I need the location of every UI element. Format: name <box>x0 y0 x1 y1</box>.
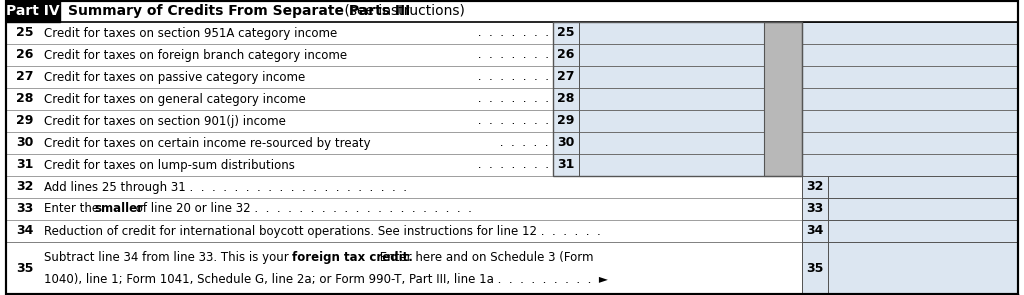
Bar <box>553 22 579 44</box>
Bar <box>828 242 1018 294</box>
Text: of line 20 or line 32 .  .  .  .  .  .  .  .  .  .  .  .  .  .  .  .  .  .  .  .: of line 20 or line 32 . . . . . . . . . … <box>132 202 472 216</box>
Bar <box>579 110 764 132</box>
Bar <box>802 154 1018 176</box>
Text: 27: 27 <box>557 71 574 83</box>
Bar <box>764 22 802 176</box>
Text: .  .  .  .  .  .  .: . . . . . . . <box>474 48 549 61</box>
Text: 34: 34 <box>16 224 34 237</box>
Text: 29: 29 <box>16 114 34 127</box>
Bar <box>553 66 579 88</box>
Text: Credit for taxes on general category income: Credit for taxes on general category inc… <box>44 93 306 106</box>
Text: Credit for taxes on section 951A category income: Credit for taxes on section 951A categor… <box>44 27 337 40</box>
Bar <box>802 132 1018 154</box>
Bar <box>802 242 828 294</box>
Text: 28: 28 <box>16 93 34 106</box>
Bar <box>553 110 579 132</box>
Text: 30: 30 <box>16 137 34 150</box>
Text: Credit for taxes on passive category income: Credit for taxes on passive category inc… <box>44 71 305 83</box>
Text: 35: 35 <box>16 261 34 275</box>
Bar <box>802 220 828 242</box>
Text: Credit for taxes on foreign branch category income: Credit for taxes on foreign branch categ… <box>44 48 347 61</box>
Bar <box>802 176 828 198</box>
Text: 25: 25 <box>557 27 574 40</box>
Text: Credit for taxes on certain income re-sourced by treaty: Credit for taxes on certain income re-so… <box>44 137 371 150</box>
Text: 26: 26 <box>557 48 574 61</box>
Bar <box>553 44 579 66</box>
Bar <box>579 22 764 44</box>
Text: .  .  .  .  .  .  .: . . . . . . . <box>474 27 549 40</box>
Bar <box>579 154 764 176</box>
Bar <box>553 132 579 154</box>
Bar <box>579 44 764 66</box>
Bar <box>579 132 764 154</box>
Text: 32: 32 <box>16 181 34 194</box>
Bar <box>553 88 579 110</box>
Bar <box>802 22 1018 44</box>
Bar <box>553 22 802 176</box>
Text: .  .  .  .  .  .  .: . . . . . . . <box>474 93 549 106</box>
Text: .  .  .  .  .  .  .: . . . . . . . <box>474 158 549 171</box>
Bar <box>553 154 579 176</box>
Text: Add lines 25 through 31 .  .  .  .  .  .  .  .  .  .  .  .  .  .  .  .  .  .  . : Add lines 25 through 31 . . . . . . . . … <box>44 181 407 194</box>
Text: 25: 25 <box>16 27 34 40</box>
Text: 33: 33 <box>806 202 823 216</box>
Bar <box>802 198 828 220</box>
Text: 27: 27 <box>16 71 34 83</box>
Text: 34: 34 <box>806 224 823 237</box>
Bar <box>802 110 1018 132</box>
Text: 31: 31 <box>16 158 34 171</box>
Text: Credit for taxes on lump-sum distributions: Credit for taxes on lump-sum distributio… <box>44 158 295 171</box>
Text: .  .  .  .  .  .  .: . . . . . . . <box>474 114 549 127</box>
Text: 1040), line 1; Form 1041, Schedule G, line 2a; or Form 990-T, Part III, line 1a : 1040), line 1; Form 1041, Schedule G, li… <box>44 273 608 286</box>
Text: 26: 26 <box>16 48 34 61</box>
Text: foreign tax credit.: foreign tax credit. <box>292 251 413 264</box>
Bar <box>802 44 1018 66</box>
Text: 33: 33 <box>16 202 33 216</box>
Text: (see instructions): (see instructions) <box>340 4 465 18</box>
Text: 31: 31 <box>557 158 574 171</box>
Bar <box>579 88 764 110</box>
Text: Part IV: Part IV <box>6 4 59 18</box>
Text: 35: 35 <box>806 261 823 275</box>
Text: 28: 28 <box>557 93 574 106</box>
Text: 32: 32 <box>806 181 823 194</box>
Bar <box>579 66 764 88</box>
Bar <box>802 88 1018 110</box>
Text: Enter the: Enter the <box>44 202 102 216</box>
Bar <box>828 176 1018 198</box>
Text: 29: 29 <box>557 114 574 127</box>
Text: Reduction of credit for international boycott operations. See instructions for l: Reduction of credit for international bo… <box>44 224 601 237</box>
Text: 30: 30 <box>557 137 574 150</box>
Bar <box>6 0 60 22</box>
Bar <box>802 66 1018 88</box>
Text: Summary of Credits From Separate Parts III: Summary of Credits From Separate Parts I… <box>68 4 411 18</box>
Text: smaller: smaller <box>94 202 143 216</box>
Bar <box>828 220 1018 242</box>
Text: .  .  .  .  .  .  .: . . . . . . . <box>474 71 549 83</box>
Text: Subtract line 34 from line 33. This is your: Subtract line 34 from line 33. This is y… <box>44 251 293 264</box>
Text: .  .  .  .  .: . . . . . <box>497 137 549 150</box>
Text: Credit for taxes on section 901(j) income: Credit for taxes on section 901(j) incom… <box>44 114 286 127</box>
Text: Enter here and on Schedule 3 (Form: Enter here and on Schedule 3 (Form <box>376 251 594 264</box>
Bar <box>828 198 1018 220</box>
